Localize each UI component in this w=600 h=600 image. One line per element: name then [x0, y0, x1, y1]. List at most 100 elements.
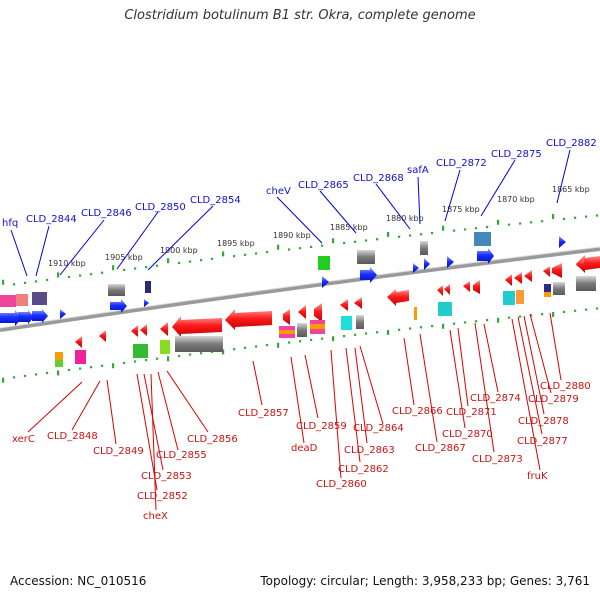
scale-tick — [332, 238, 335, 244]
scale-tick — [255, 252, 258, 255]
scale-tick — [365, 332, 368, 335]
feature-lightgray — [357, 250, 375, 264]
scale-tick — [79, 274, 82, 277]
gene-label-CLD_2875: CLD_2875 — [491, 149, 542, 160]
genome-title: Clostridium botulinum B1 str. Okra, comp… — [124, 8, 476, 23]
feature-green — [133, 344, 148, 358]
scale-tick — [68, 368, 71, 372]
scale-label-1895: 1895 kbp — [217, 239, 255, 248]
scale-tick — [211, 257, 214, 260]
scale-tick — [299, 340, 302, 343]
feature-blue-arrow — [0, 310, 22, 326]
reverse-features — [55, 255, 600, 367]
scale-tick — [596, 307, 599, 310]
scale-tick — [365, 239, 368, 242]
gene-label-xerC: xerC — [12, 434, 35, 445]
scale-tick — [420, 326, 423, 329]
feature-red-arrow — [444, 284, 450, 295]
scale-tick — [420, 233, 423, 236]
feature-orange — [544, 292, 551, 297]
scale-tick — [123, 268, 126, 272]
feature-red-arrow — [340, 299, 348, 311]
scale-tick — [486, 225, 489, 229]
feature-red-arrow — [172, 316, 222, 337]
feature-red-arrow — [131, 325, 138, 337]
feature-blue-arrow — [424, 258, 430, 270]
scale-tick — [453, 229, 456, 232]
scale-tick — [156, 264, 159, 267]
scale-tick — [563, 217, 566, 220]
scale-tick — [277, 244, 280, 250]
scale-tick — [398, 328, 401, 331]
scale-tick — [585, 215, 588, 218]
feature-gray — [576, 276, 596, 291]
feature-red-arrow — [225, 309, 272, 330]
scale-tick — [24, 374, 27, 377]
scale-tick — [244, 346, 247, 349]
scale-tick — [310, 338, 313, 342]
gene-label-safA: safA — [407, 165, 429, 176]
gene-label-CLD_2866: CLD_2866 — [392, 406, 443, 417]
gene-label-CLD_2873: CLD_2873 — [472, 454, 523, 465]
scale-tick — [497, 219, 500, 225]
scale-tick — [475, 227, 478, 230]
scale-tick — [464, 321, 467, 324]
scale-tick — [453, 322, 456, 325]
scale-tick — [431, 324, 434, 328]
feature-red-arrow — [354, 297, 362, 309]
scale-label-1880: 1880 kbp — [386, 214, 424, 223]
gene-label-CLD_2865: CLD_2865 — [298, 180, 349, 191]
gene-label-CLD_2857: CLD_2857 — [238, 408, 289, 419]
scale-tick — [233, 255, 236, 258]
feature-blue-arrow — [18, 310, 34, 324]
feature-red-arrow — [75, 336, 82, 348]
feature-red-arrow — [543, 266, 550, 277]
gene-label-CLD_2870: CLD_2870 — [442, 429, 493, 440]
feature-orange — [414, 307, 417, 320]
feature-cyan — [438, 302, 452, 316]
feature-pink — [0, 295, 16, 307]
gene-label-CLD_2882: CLD_2882 — [546, 138, 597, 149]
feature-lime — [160, 340, 170, 354]
feature-red-arrow — [283, 309, 290, 325]
gene-label-hfq: hfq — [2, 218, 18, 229]
feature-red-arrow — [473, 280, 480, 294]
genome-backbone — [0, 247, 600, 332]
scale-tick — [343, 334, 346, 338]
feature-blue-arrow — [559, 236, 566, 248]
scale-tick — [288, 248, 291, 251]
scale-tick — [222, 251, 225, 257]
gene-label-CLD_2868: CLD_2868 — [353, 173, 404, 184]
feature-red-arrow — [437, 285, 443, 296]
feature-blue-arrow — [413, 263, 419, 273]
scale-tick — [530, 314, 533, 317]
gene-label-CLD_2872: CLD_2872 — [436, 158, 487, 169]
scale-label-1870: 1870 kbp — [497, 195, 535, 204]
feature-red-arrow — [140, 324, 147, 336]
scale-label-1875: 1875 kbp — [442, 205, 480, 214]
scale-tick — [244, 253, 247, 256]
scale-tick — [354, 333, 357, 336]
gene-label-CLD_2855: CLD_2855 — [156, 450, 207, 461]
scale-tick — [299, 247, 302, 250]
scale-label-1900: 1900 kbp — [160, 246, 198, 255]
scale-tick — [574, 309, 577, 312]
gene-label-CLD_2867: CLD_2867 — [415, 443, 466, 454]
scale-tick — [387, 329, 390, 335]
scale-ticks — [2, 213, 599, 383]
scale-tick — [200, 259, 203, 262]
feature-cyan — [503, 291, 515, 305]
scale-tick — [266, 344, 269, 347]
scale-tick — [431, 231, 434, 235]
gene-label-CLD_2853: CLD_2853 — [141, 471, 192, 482]
feature-green — [318, 256, 330, 270]
scale-tick — [409, 327, 412, 330]
scale-tick — [310, 245, 313, 249]
scale-label-1910: 1910 kbp — [48, 259, 86, 268]
scale-tick — [508, 316, 511, 319]
gene-label-CLD_2880: CLD_2880 — [540, 381, 591, 392]
gene-label-CLD_2850: CLD_2850 — [135, 202, 186, 213]
scale-tick — [508, 223, 511, 226]
feature-orange — [55, 352, 63, 360]
